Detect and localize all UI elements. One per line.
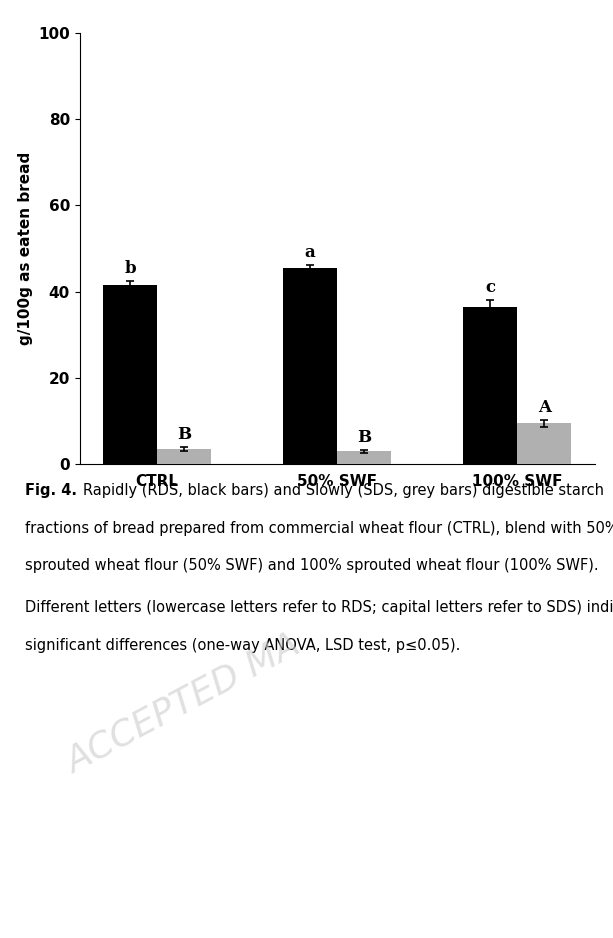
Text: A: A [538, 399, 550, 416]
Text: significant differences (one-way ANOVA, LSD test, p≤0.05).: significant differences (one-way ANOVA, … [25, 638, 460, 653]
Y-axis label: g/100g as eaten bread: g/100g as eaten bread [18, 152, 32, 345]
Text: Fig. 4.: Fig. 4. [25, 483, 77, 498]
Text: B: B [357, 429, 371, 446]
Text: Rapidly (RDS, black bars) and Slowly (SDS, grey bars) digestible starch: Rapidly (RDS, black bars) and Slowly (SD… [83, 483, 604, 498]
Text: Different letters (lowercase letters refer to RDS; capital letters refer to SDS): Different letters (lowercase letters ref… [25, 600, 613, 615]
Text: fractions of bread prepared from commercial wheat flour (CTRL), blend with 50% o: fractions of bread prepared from commerc… [25, 521, 613, 536]
Bar [157, 449, 211, 464]
Bar [283, 268, 337, 464]
Bar [463, 307, 517, 464]
Bar [517, 423, 571, 464]
Text: ACCEPTED MA: ACCEPTED MA [61, 628, 306, 779]
Text: B: B [177, 426, 191, 443]
Text: a: a [305, 244, 316, 261]
Text: c: c [485, 279, 495, 296]
Text: b: b [124, 260, 136, 277]
Bar [103, 285, 157, 464]
Bar [337, 451, 391, 464]
Text: sprouted wheat flour (50% SWF) and 100% sprouted wheat flour (100% SWF).: sprouted wheat flour (50% SWF) and 100% … [25, 558, 598, 573]
